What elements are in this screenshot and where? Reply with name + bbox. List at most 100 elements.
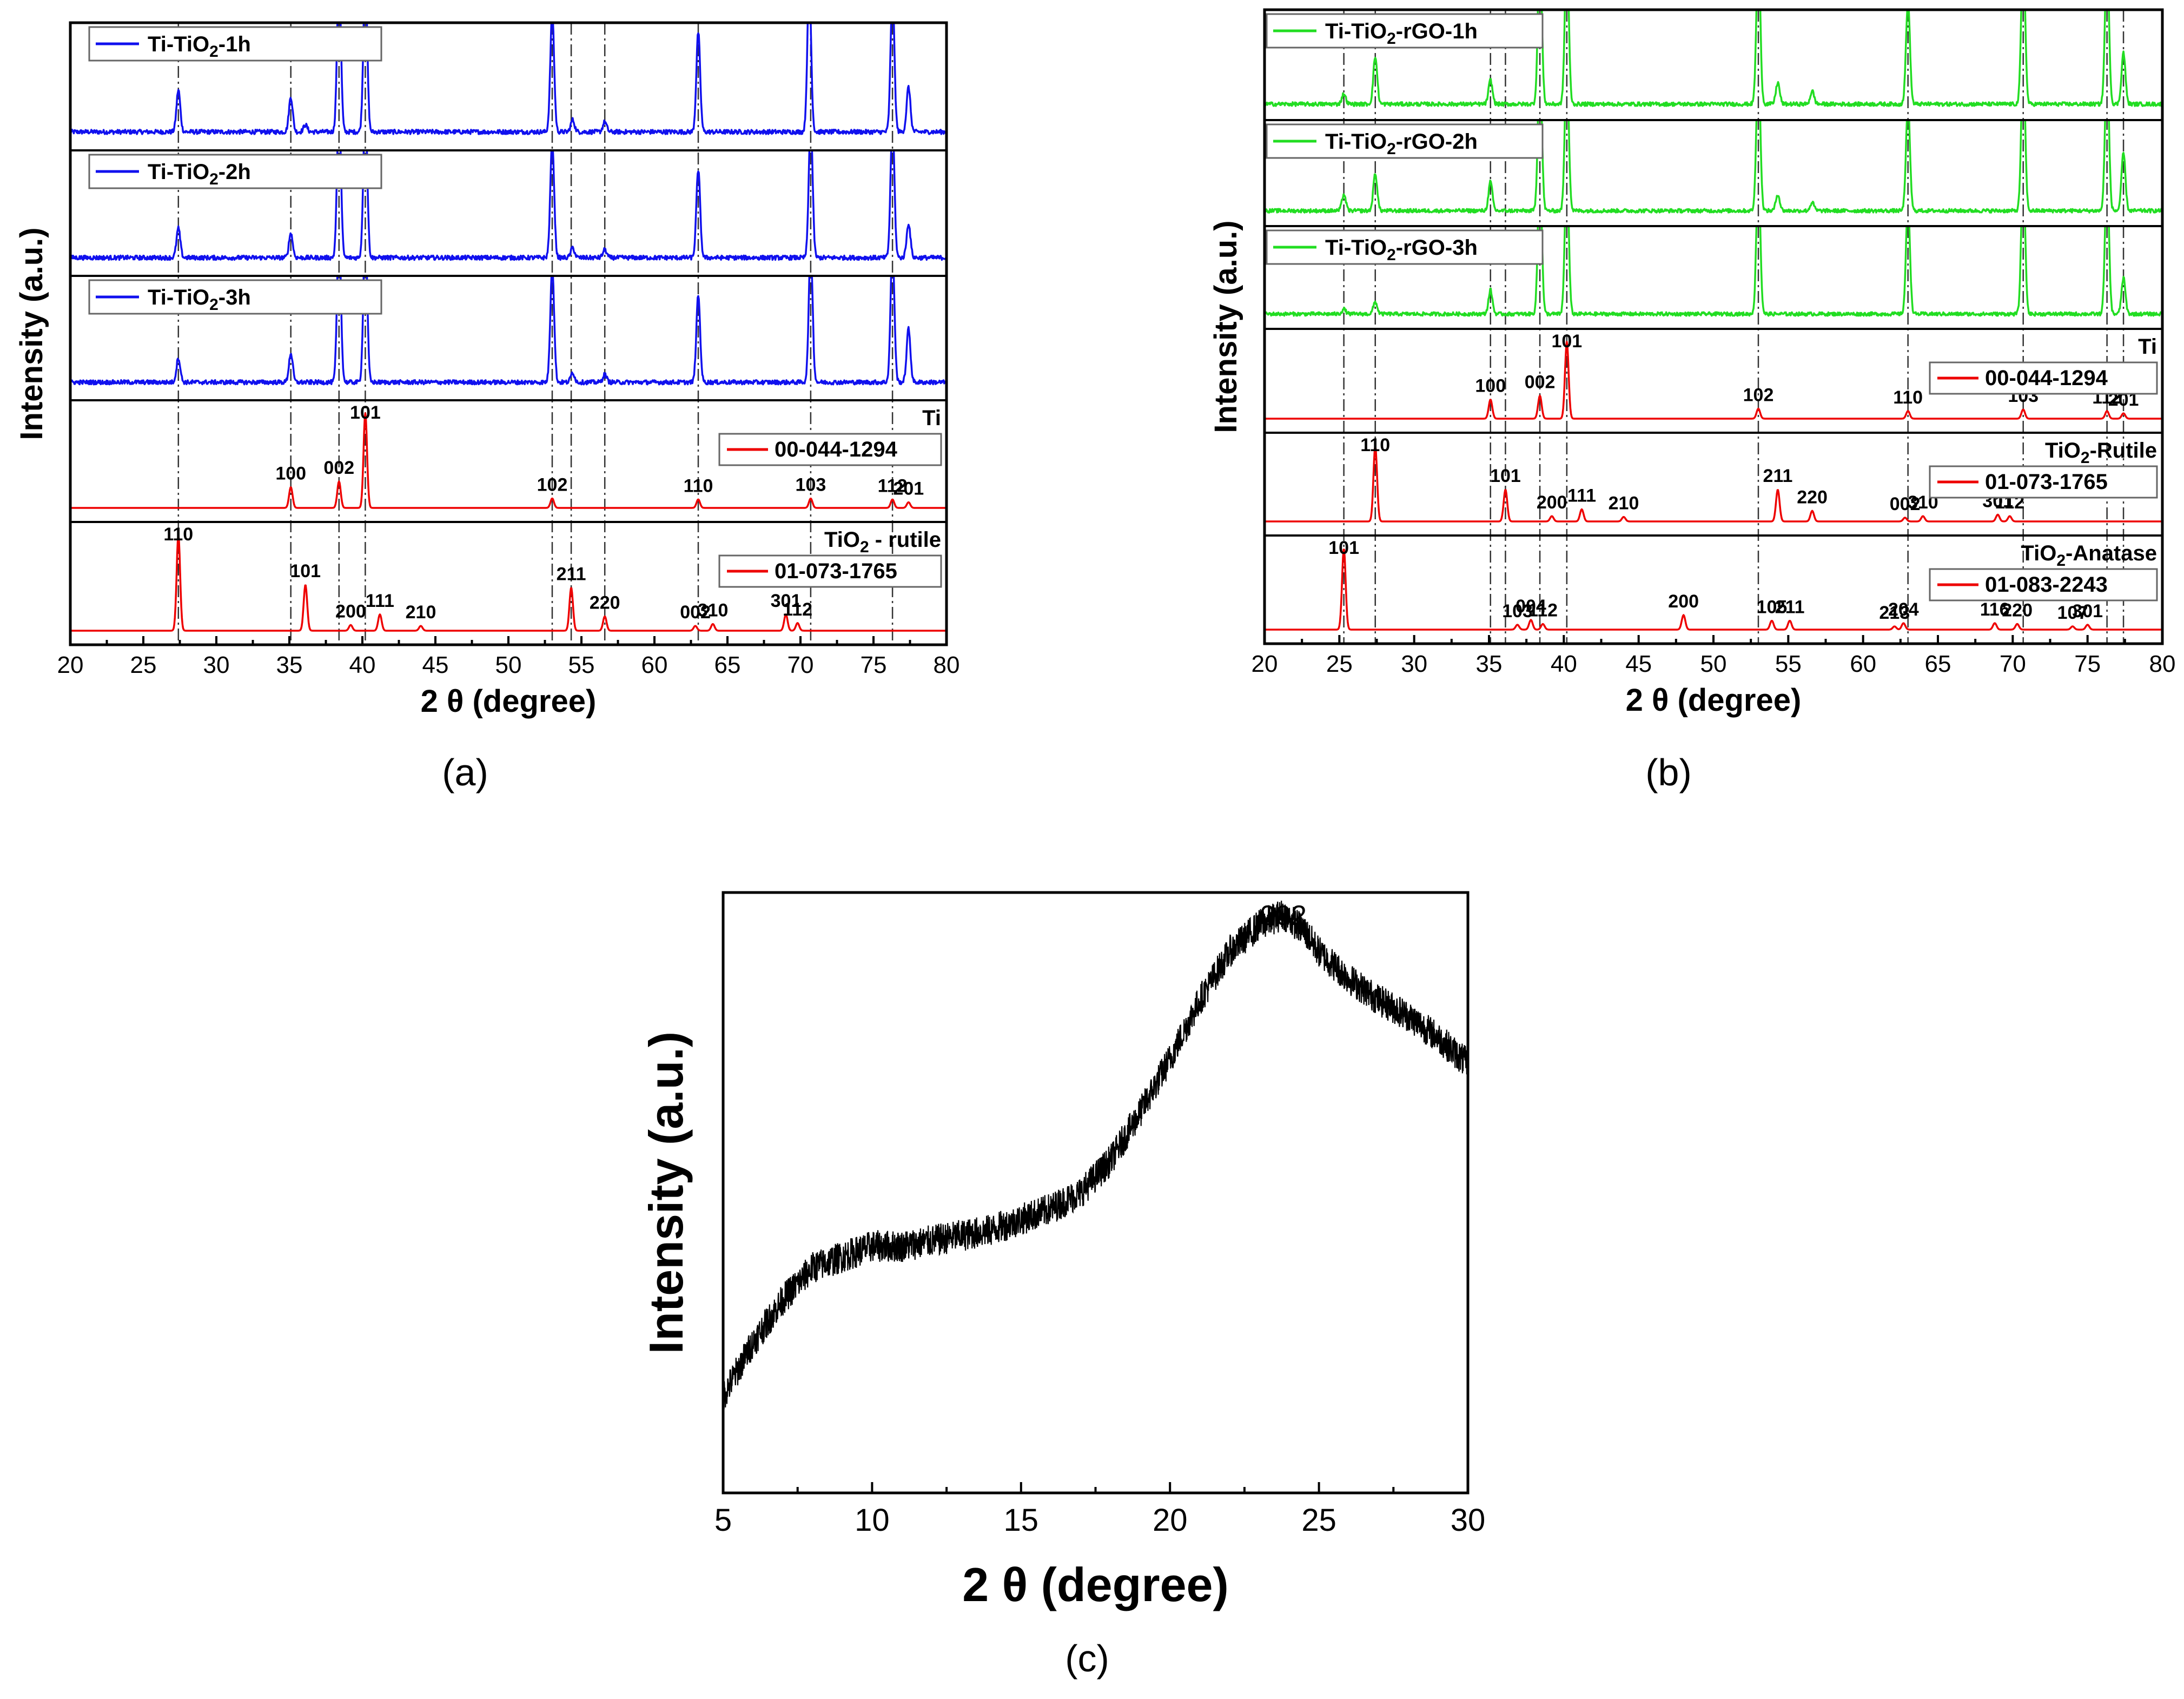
reference-name-sub: 2 (860, 538, 869, 556)
peak-label: 112 (878, 475, 908, 496)
peak-annotation: 002 (1260, 900, 1307, 931)
peak-label: 116 (1980, 599, 2010, 620)
x-tick-label: 20 (1153, 1503, 1188, 1538)
x-tick-label: 80 (934, 652, 960, 678)
x-tick-label: 35 (1476, 651, 1503, 677)
x-tick-label: 30 (203, 652, 230, 678)
peak-label: 111 (1567, 486, 1596, 506)
peak-label: 002 (680, 602, 711, 623)
plot-frame (69, 21, 948, 646)
reference-name: TiO2-Rutile (2045, 439, 2157, 467)
peak-label: 101 (1328, 538, 1359, 558)
sample-trace (1265, 226, 2162, 317)
x-tick-label: 5 (714, 1503, 732, 1538)
x-tick-label: 55 (568, 652, 595, 678)
peak-label: 301 (2072, 601, 2103, 622)
peak-label: 105 (1757, 597, 1788, 618)
legend-label-name: Ti-TiO (1325, 236, 1387, 260)
sample-trace (1265, 10, 2162, 107)
x-tick-label: 70 (787, 652, 814, 678)
x-tick-label: 25 (130, 652, 157, 678)
legend-label-suffix: -rGO-2h (1396, 130, 1478, 154)
peak-label: 210 (1609, 493, 1639, 514)
x-tick-label: 30 (1401, 651, 1427, 677)
legend-label-name: Ti-TiO (148, 286, 209, 309)
peak-label: 101 (1490, 466, 1521, 486)
x-tick-label: 30 (1451, 1503, 1486, 1538)
peak-label: 301 (771, 591, 802, 611)
peak-label: 201 (893, 479, 924, 499)
peak-label: 213 (1879, 603, 1910, 623)
reference-name: TiO2-Anatase (2021, 541, 2157, 570)
reference-name-name: Ti (922, 406, 941, 430)
legend-label: Ti-TiO2-1h (148, 32, 251, 61)
legend-label: Ti-TiO2-rGO-1h (1325, 19, 1478, 48)
peak-label: 110 (163, 524, 193, 545)
reference-trace (1265, 548, 2162, 631)
legend-label-name: Ti-TiO (148, 160, 209, 184)
card-number: 01-073-1765 (1985, 470, 2108, 494)
x-tick-label: 20 (1252, 651, 1278, 677)
y-axis-title: Intensity (a.u.) (1208, 220, 1243, 433)
legend-label-suffix: -rGO-3h (1396, 236, 1478, 260)
peak-label: 101 (290, 561, 321, 581)
x-tick-label: 80 (2149, 651, 2176, 677)
peak-label: 002 (323, 458, 354, 478)
legend-label-name: Ti-TiO (1325, 130, 1387, 154)
reference-name-suffix: -Rutile (2090, 439, 2157, 462)
x-tick-label: 70 (2000, 651, 2026, 677)
legend-label: Ti-TiO2-3h (148, 286, 251, 314)
peak-label: 111 (366, 591, 394, 611)
panel-caption: (a) (442, 751, 488, 794)
peak-label: 112 (783, 599, 812, 620)
card-number: 01-073-1765 (775, 559, 897, 583)
y-axis-title: Intensity (a.u.) (639, 1032, 693, 1354)
legend-label-name: Ti-TiO (148, 32, 209, 56)
legend-label-suffix: -1h (219, 32, 251, 56)
reference-trace (1265, 341, 2162, 420)
reference-trace (1265, 445, 2162, 523)
peak-label: 112 (1528, 600, 1558, 621)
reference-name-sub: 2 (2081, 449, 2090, 467)
peak-label: 102 (1743, 385, 1774, 406)
peak-label: 220 (590, 592, 620, 613)
reference-name-name: TiO (2021, 541, 2056, 565)
legend-label-sub: 2 (209, 296, 219, 314)
x-tick-label: 75 (861, 652, 887, 678)
peak-label: 200 (1668, 591, 1699, 612)
sample-trace (70, 23, 947, 135)
peak-label: 310 (698, 600, 729, 621)
x-axis-title: 2 θ (degree) (962, 1558, 1229, 1611)
peak-label: 101 (350, 402, 381, 423)
panel-b-xrd-ti-tio2-rgo: Ti-TiO2-rGO-1hTi-TiO2-rGO-2hTi-TiO2-rGO-… (1208, 8, 2176, 794)
x-tick-label: 65 (714, 652, 741, 678)
legend-box (88, 279, 382, 315)
panel-caption: (b) (1645, 751, 1692, 794)
legend-label-sub: 2 (1387, 246, 1396, 264)
peak-label: 200 (335, 601, 366, 622)
x-tick-label: 40 (349, 652, 376, 678)
x-tick-label: 45 (422, 652, 449, 678)
legend-label: Ti-TiO2-2h (148, 160, 251, 188)
peak-label: 107 (2057, 603, 2088, 623)
x-tick-label: 50 (495, 652, 522, 678)
peak-label: 210 (406, 602, 436, 623)
reference-name: Ti (922, 406, 941, 430)
reference-trace (70, 412, 947, 509)
x-axis-title: 2 θ (degree) (421, 684, 597, 719)
peak-label: 200 (1537, 492, 1567, 513)
peak-label: 103 (1502, 601, 1533, 622)
reference-name-suffix: -Anatase (2066, 541, 2157, 565)
peak-label: 220 (2002, 600, 2033, 621)
peak-label: 103 (796, 475, 826, 495)
sample-trace (70, 150, 947, 261)
peak-label: 110 (684, 475, 713, 496)
legend-label-sub: 2 (209, 170, 219, 188)
peak-label: 211 (1763, 466, 1793, 486)
x-tick-label: 45 (1625, 651, 1652, 677)
peak-label: 211 (557, 564, 586, 584)
x-tick-label: 25 (1326, 651, 1353, 677)
x-tick-label: 65 (1925, 651, 1951, 677)
x-tick-label: 15 (1004, 1503, 1039, 1538)
